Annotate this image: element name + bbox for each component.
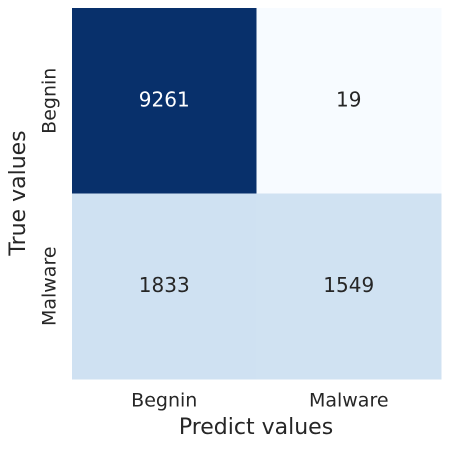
cell-value-label: 1549 <box>323 273 374 297</box>
y-axis-label: True values <box>6 130 31 256</box>
cell-value-label: 19 <box>336 87 361 111</box>
x-axis-label: Predict values <box>179 415 333 440</box>
cell-value-label: 1833 <box>139 273 190 297</box>
cell-value-label: 9261 <box>139 87 190 111</box>
heatmap-cell <box>72 193 257 380</box>
heatmap-cell <box>256 8 442 194</box>
heatmap-cell <box>72 8 257 194</box>
x-tick-label: Malware <box>309 390 389 412</box>
x-tick-label: Begnin <box>131 390 197 412</box>
heatmap-cell <box>256 193 442 380</box>
y-tick-label: Begnin <box>39 68 61 134</box>
y-tick-label: Malware <box>39 246 61 326</box>
